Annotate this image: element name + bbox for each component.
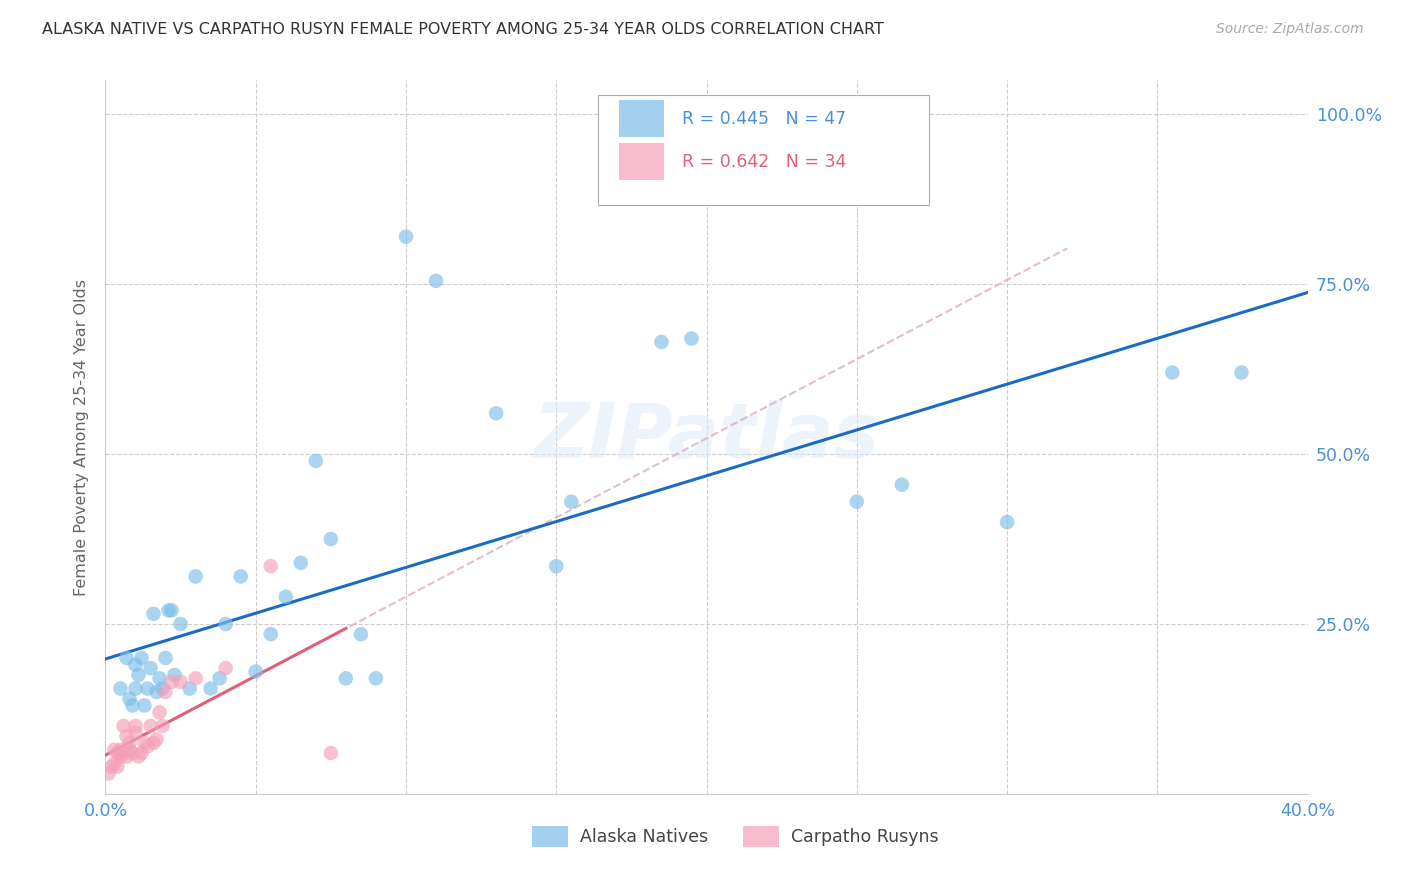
Point	[134, 698, 156, 713]
Point	[103, 742, 125, 756]
Point	[107, 746, 129, 760]
Bar	[742, 826, 779, 847]
Point	[335, 671, 357, 685]
Point	[145, 685, 167, 699]
Point	[100, 760, 122, 774]
Point	[157, 603, 180, 617]
Point	[546, 559, 568, 574]
Point	[131, 746, 153, 760]
Point	[121, 746, 143, 760]
Point	[152, 681, 174, 696]
Point	[142, 736, 165, 750]
Point	[319, 746, 342, 760]
Point	[179, 681, 201, 696]
Point	[155, 651, 177, 665]
Point	[118, 736, 141, 750]
Point	[214, 617, 236, 632]
Text: ZIPatlas: ZIPatlas	[533, 401, 880, 474]
Point	[305, 454, 328, 468]
Point	[110, 681, 132, 696]
Point	[112, 746, 135, 760]
Point	[200, 681, 222, 696]
Text: R = 0.445   N = 47: R = 0.445 N = 47	[682, 110, 846, 128]
Text: Source: ZipAtlas.com: Source: ZipAtlas.com	[1216, 22, 1364, 37]
Point	[148, 671, 170, 685]
Point	[136, 739, 159, 754]
Point	[97, 766, 120, 780]
Point	[107, 760, 129, 774]
Point	[115, 651, 138, 665]
Point	[152, 719, 174, 733]
Point	[128, 749, 150, 764]
Point	[995, 515, 1018, 529]
Y-axis label: Female Poverty Among 25-34 Year Olds: Female Poverty Among 25-34 Year Olds	[75, 278, 90, 596]
Point	[681, 332, 703, 346]
Point	[110, 749, 132, 764]
Point	[115, 729, 138, 743]
Point	[121, 698, 143, 713]
Bar	[533, 826, 568, 847]
Point	[148, 706, 170, 720]
Point	[274, 590, 297, 604]
Text: R = 0.642   N = 34: R = 0.642 N = 34	[682, 153, 846, 170]
Point	[260, 627, 283, 641]
Point	[131, 651, 153, 665]
Point	[124, 725, 146, 739]
Point	[208, 671, 231, 685]
Point	[160, 603, 183, 617]
Point	[136, 681, 159, 696]
Point	[350, 627, 373, 641]
Text: ALASKA NATIVE VS CARPATHO RUSYN FEMALE POVERTY AMONG 25-34 YEAR OLDS CORRELATION: ALASKA NATIVE VS CARPATHO RUSYN FEMALE P…	[42, 22, 884, 37]
Point	[1230, 366, 1253, 380]
Point	[890, 477, 912, 491]
Point	[110, 742, 132, 756]
Point	[425, 274, 447, 288]
Point	[169, 617, 191, 632]
Point	[485, 406, 508, 420]
Point	[229, 569, 252, 583]
Point	[184, 569, 207, 583]
Point	[115, 742, 138, 756]
Point	[260, 559, 283, 574]
Point	[115, 749, 138, 764]
Point	[145, 732, 167, 747]
Point	[290, 556, 312, 570]
Point	[163, 668, 186, 682]
Point	[169, 674, 191, 689]
Point	[112, 719, 135, 733]
Point	[155, 685, 177, 699]
Point	[845, 494, 868, 508]
Point	[124, 719, 146, 733]
FancyBboxPatch shape	[599, 95, 929, 205]
Text: Carpatho Rusyns: Carpatho Rusyns	[790, 828, 938, 846]
Point	[364, 671, 387, 685]
Point	[128, 668, 150, 682]
Point	[184, 671, 207, 685]
Point	[560, 494, 582, 508]
Bar	[619, 100, 665, 137]
Point	[124, 657, 146, 672]
Point	[139, 719, 162, 733]
Point	[1161, 366, 1184, 380]
Point	[134, 736, 156, 750]
Point	[118, 691, 141, 706]
Point	[650, 334, 672, 349]
Bar	[619, 143, 665, 180]
Point	[160, 674, 183, 689]
Point	[103, 756, 125, 771]
Point	[319, 532, 342, 546]
Text: Alaska Natives: Alaska Natives	[581, 828, 709, 846]
Point	[118, 742, 141, 756]
Point	[245, 665, 267, 679]
Point	[214, 661, 236, 675]
Point	[142, 607, 165, 621]
Point	[124, 681, 146, 696]
Point	[139, 661, 162, 675]
Point	[395, 229, 418, 244]
